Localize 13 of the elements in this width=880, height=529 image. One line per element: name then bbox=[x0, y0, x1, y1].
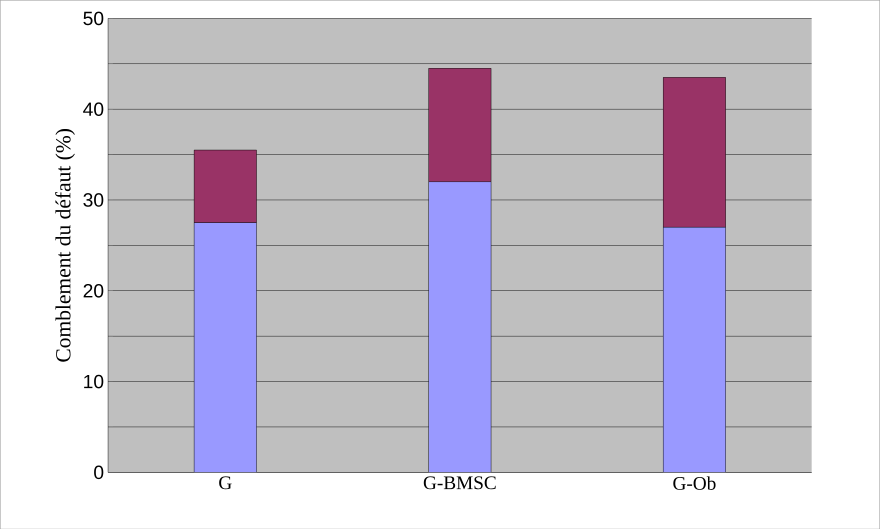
y-tick-label: 10 bbox=[84, 374, 104, 388]
x-tick-label: G bbox=[219, 476, 232, 490]
y-axis-title: Comblement du défaut (%) bbox=[55, 128, 75, 362]
bar bbox=[194, 222, 257, 472]
x-tick-label: G-BMSC bbox=[424, 476, 496, 490]
x-tick-label: G-Ob bbox=[673, 476, 716, 490]
y-tick-label: 20 bbox=[84, 284, 104, 298]
bar bbox=[428, 181, 492, 472]
y-tick-label: 0 bbox=[94, 465, 104, 479]
y-tick-label: 50 bbox=[83, 11, 104, 26]
y-tick-label: 30 bbox=[83, 193, 104, 207]
y-tick-label: 40 bbox=[83, 102, 104, 116]
bar bbox=[662, 226, 726, 472]
